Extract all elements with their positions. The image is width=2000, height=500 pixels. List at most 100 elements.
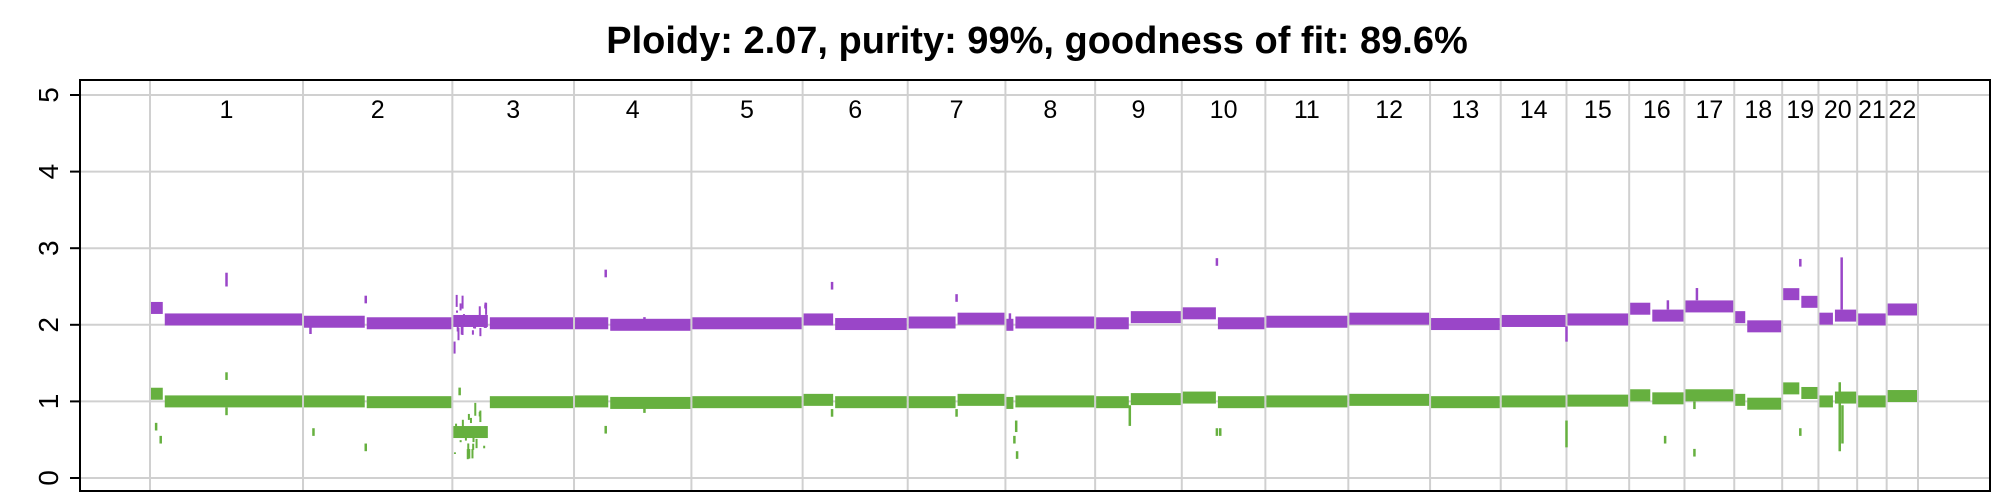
- minor-segment-bar: [1858, 395, 1886, 408]
- minor-segment-bar: [908, 396, 956, 409]
- total-segment-bar: [803, 313, 834, 326]
- minor-segment-bar: [1834, 391, 1857, 404]
- total-segment-bar: [1887, 303, 1917, 316]
- y-tick-label: 1: [33, 394, 64, 410]
- y-tick-label: 0: [33, 470, 64, 486]
- chromosome-label: 21: [1858, 96, 1886, 124]
- minor-segment-bar: [1887, 390, 1917, 403]
- minor-segment-bar: [1747, 397, 1782, 410]
- total-segment-bar: [1630, 302, 1651, 315]
- total-segment-bar: [1182, 307, 1216, 320]
- minor-segment-bar: [1819, 395, 1833, 408]
- minor-segment-bar: [1182, 391, 1216, 404]
- chromosome-label: 17: [1695, 96, 1723, 124]
- minor-segment-bar: [1006, 396, 1014, 409]
- minor-segment-bar: [957, 393, 1005, 406]
- minor-segment-bar: [489, 396, 574, 409]
- minor-segment-bar: [1349, 393, 1430, 406]
- total-segment-bar: [164, 313, 303, 326]
- total-segment-bar: [1266, 315, 1348, 328]
- total-segment-bar: [610, 318, 691, 331]
- chromosome-label: 7: [950, 96, 964, 124]
- minor-segment-bar: [835, 396, 907, 409]
- minor-segment-bar: [1652, 392, 1684, 405]
- total-segment-bar: [692, 317, 802, 330]
- chromosome-label: 9: [1132, 96, 1146, 124]
- chromosome-label: 19: [1786, 96, 1814, 124]
- chromosome-label: 5: [740, 96, 754, 124]
- chromosome-label: 8: [1043, 96, 1057, 124]
- minor-segment-bar: [1015, 395, 1095, 408]
- minor-segment-bar: [366, 396, 452, 409]
- total-segment-bar: [1858, 313, 1886, 326]
- chromosome-label: 11: [1294, 96, 1320, 124]
- chromosome-label: 20: [1824, 96, 1852, 124]
- chromosome-label: 12: [1375, 96, 1403, 124]
- chromosome-label: 3: [506, 96, 520, 124]
- minor-segment-bar: [164, 395, 303, 408]
- total-segment-bar: [1130, 311, 1181, 324]
- total-segment-bar: [1567, 313, 1629, 326]
- y-axis: 0 1 2 3 4 5: [33, 87, 80, 486]
- y-tick-label: 3: [33, 240, 64, 256]
- minor-segment-bar: [1801, 386, 1818, 399]
- total-segment-bar: [957, 312, 1005, 325]
- chromosome-label: 15: [1584, 96, 1612, 124]
- total-segment-bar: [366, 317, 452, 330]
- minor-segment-bar: [1217, 396, 1265, 409]
- total-segment-bar: [835, 318, 907, 331]
- chromosome-label: 10: [1210, 96, 1238, 124]
- chromosome-label: 6: [848, 96, 862, 124]
- total-segment-bar: [1349, 312, 1430, 325]
- total-segment-bar: [489, 317, 574, 330]
- total-segment-bar: [1801, 295, 1818, 308]
- total-segment-bar: [1501, 314, 1566, 327]
- chromosome-label: 1: [220, 96, 234, 124]
- minor-segment-bar: [610, 396, 691, 409]
- y-tick-label: 2: [33, 317, 64, 333]
- minor-segment-bar: [575, 395, 609, 408]
- total-segment-bar: [575, 317, 609, 330]
- minor-segment-bar: [1783, 382, 1800, 395]
- minor-segment-bar: [151, 387, 163, 400]
- minor-segment-bar: [1685, 389, 1734, 402]
- chart-title: Ploidy: 2.07, purity: 99%, goodness of f…: [606, 20, 1468, 62]
- minor-segment-bar: [304, 395, 365, 408]
- total-segment-bar: [1783, 288, 1800, 301]
- plot-frame: [79, 79, 1991, 492]
- total-segment-bar: [304, 315, 365, 328]
- total-segment-bar: [1431, 318, 1500, 331]
- minor-segment-bar: [1630, 389, 1651, 402]
- grid-lines: [80, 80, 1990, 491]
- total-segment-bar: [1735, 311, 1746, 324]
- total-segment-bar: [1834, 309, 1857, 322]
- chromosome-label: 4: [626, 96, 640, 124]
- minor-segment-bar: [1735, 393, 1746, 406]
- total-segment-bar: [1747, 320, 1782, 333]
- chromosome-label: 2: [371, 96, 385, 124]
- total-segment-bar: [1096, 317, 1129, 330]
- plot-data: [151, 257, 1917, 460]
- minor-segment-bar: [1567, 394, 1629, 407]
- chromosome-labels: 1 2 3 4 5 6 7 8 9 10 11 12 13 14 15 16 17 18 19 20 21 22: [220, 96, 1917, 124]
- total-segment-bar: [1819, 312, 1833, 325]
- chromosome-label: 14: [1520, 96, 1548, 124]
- minor-segment-bar: [692, 396, 802, 409]
- minor-segment-bar: [1431, 396, 1500, 409]
- minor-segment-bar: [803, 393, 834, 406]
- chromosome-label: 13: [1451, 96, 1479, 124]
- minor-segment-bar: [1501, 395, 1566, 408]
- minor-segment-bar: [1096, 396, 1129, 409]
- minor-segment-bar: [1266, 395, 1348, 408]
- total-segment-bar: [151, 301, 163, 314]
- total-segment-bar: [1685, 300, 1734, 313]
- total-segment-bar: [908, 316, 956, 329]
- chromosome-label: 18: [1744, 96, 1772, 124]
- total-segment-bar: [1015, 316, 1095, 329]
- total-segment-bar: [1652, 309, 1684, 322]
- chromosome-label: 22: [1888, 96, 1916, 124]
- minor-segment-bar: [1130, 393, 1181, 406]
- y-tick-label: 5: [33, 87, 64, 103]
- chromosome-label: 16: [1643, 96, 1671, 124]
